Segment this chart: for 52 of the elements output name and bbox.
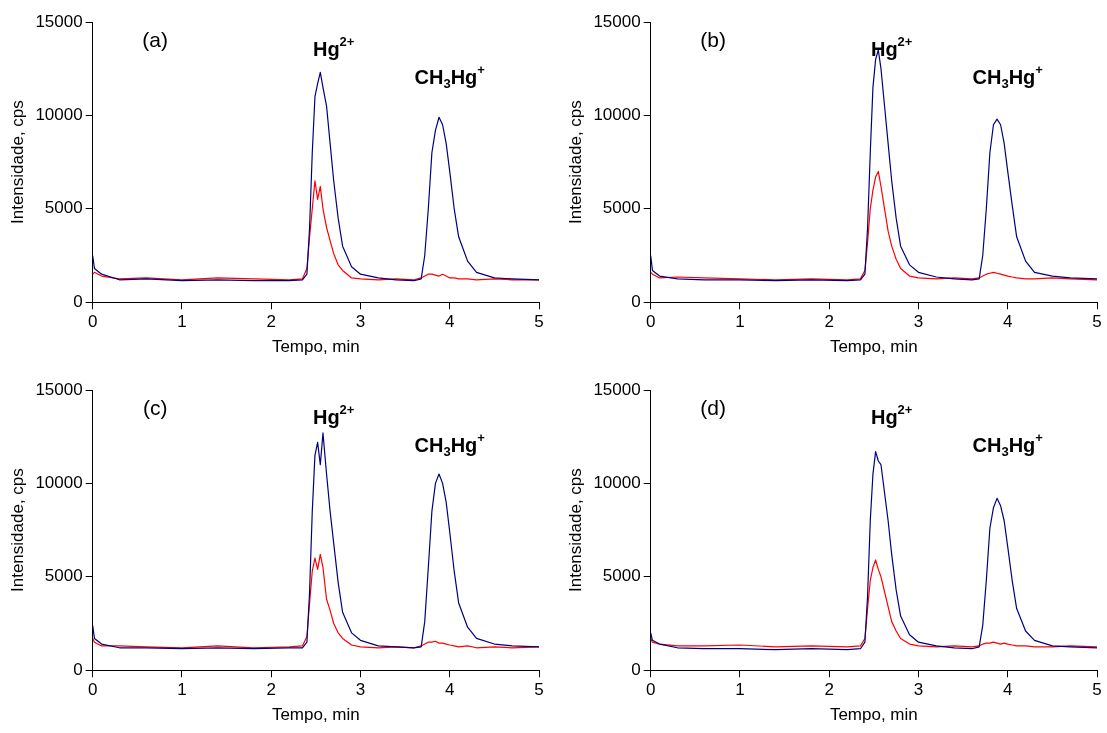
y-tick-label: 5000 — [44, 566, 83, 586]
annotation: (b) — [700, 28, 726, 52]
annotation: (a) — [142, 28, 168, 52]
x-axis-title: Tempo, min — [271, 705, 360, 725]
x-axis-title: Tempo, min — [271, 337, 360, 357]
y-tick-label: 5000 — [44, 198, 83, 218]
x-tick-label: 2 — [824, 312, 834, 332]
y-tick-label: 15000 — [35, 379, 83, 399]
annotation: (c) — [142, 396, 168, 420]
y-tick-label: 10000 — [593, 473, 641, 493]
y-tick-label: 10000 — [35, 473, 83, 493]
x-tick-label: 0 — [645, 680, 656, 700]
x-tick-label: 2 — [266, 680, 276, 700]
y-axis-title: Intensidade, cps — [565, 468, 585, 593]
x-tick-label: 3 — [913, 312, 924, 332]
x-tick-label: 2 — [824, 680, 834, 700]
x-tick-label: 1 — [177, 312, 187, 332]
x-axis-title: Tempo, min — [829, 337, 918, 357]
y-tick-label: 0 — [73, 659, 83, 679]
y-tick-label: 10000 — [35, 105, 83, 125]
x-tick-label: 0 — [645, 312, 656, 332]
x-tick-label: 5 — [534, 680, 544, 700]
y-tick-label: 0 — [631, 291, 641, 311]
x-tick-label: 3 — [355, 312, 366, 332]
x-tick-label: 4 — [445, 680, 455, 700]
x-tick-label: 4 — [445, 312, 455, 332]
x-tick-label: 0 — [87, 312, 98, 332]
y-axis-title: Intensidade, cps — [7, 468, 27, 593]
x-tick-label: 1 — [177, 680, 187, 700]
annotation: (d) — [700, 396, 726, 420]
x-tick-label: 5 — [1092, 312, 1102, 332]
x-tick-label: 4 — [1003, 312, 1013, 332]
x-tick-label: 1 — [735, 312, 745, 332]
x-tick-label: 4 — [1003, 680, 1013, 700]
y-tick-label: 15000 — [593, 379, 641, 399]
y-tick-label: 0 — [631, 659, 641, 679]
y-tick-label: 15000 — [593, 11, 641, 31]
y-tick-label: 15000 — [35, 11, 83, 31]
x-tick-label: 3 — [913, 680, 924, 700]
y-axis-title: Intensidade, cps — [7, 100, 27, 225]
x-tick-label: 2 — [266, 312, 276, 332]
x-tick-label: 5 — [1092, 680, 1102, 700]
x-axis-title: Tempo, min — [829, 705, 918, 725]
x-tick-label: 5 — [534, 312, 544, 332]
x-tick-label: 0 — [87, 680, 98, 700]
y-tick-label: 0 — [73, 291, 83, 311]
y-tick-label: 5000 — [602, 198, 641, 218]
x-tick-label: 3 — [355, 680, 366, 700]
y-axis-title: Intensidade, cps — [565, 100, 585, 225]
x-tick-label: 1 — [735, 680, 745, 700]
y-tick-label: 5000 — [602, 566, 641, 586]
y-tick-label: 10000 — [593, 105, 641, 125]
